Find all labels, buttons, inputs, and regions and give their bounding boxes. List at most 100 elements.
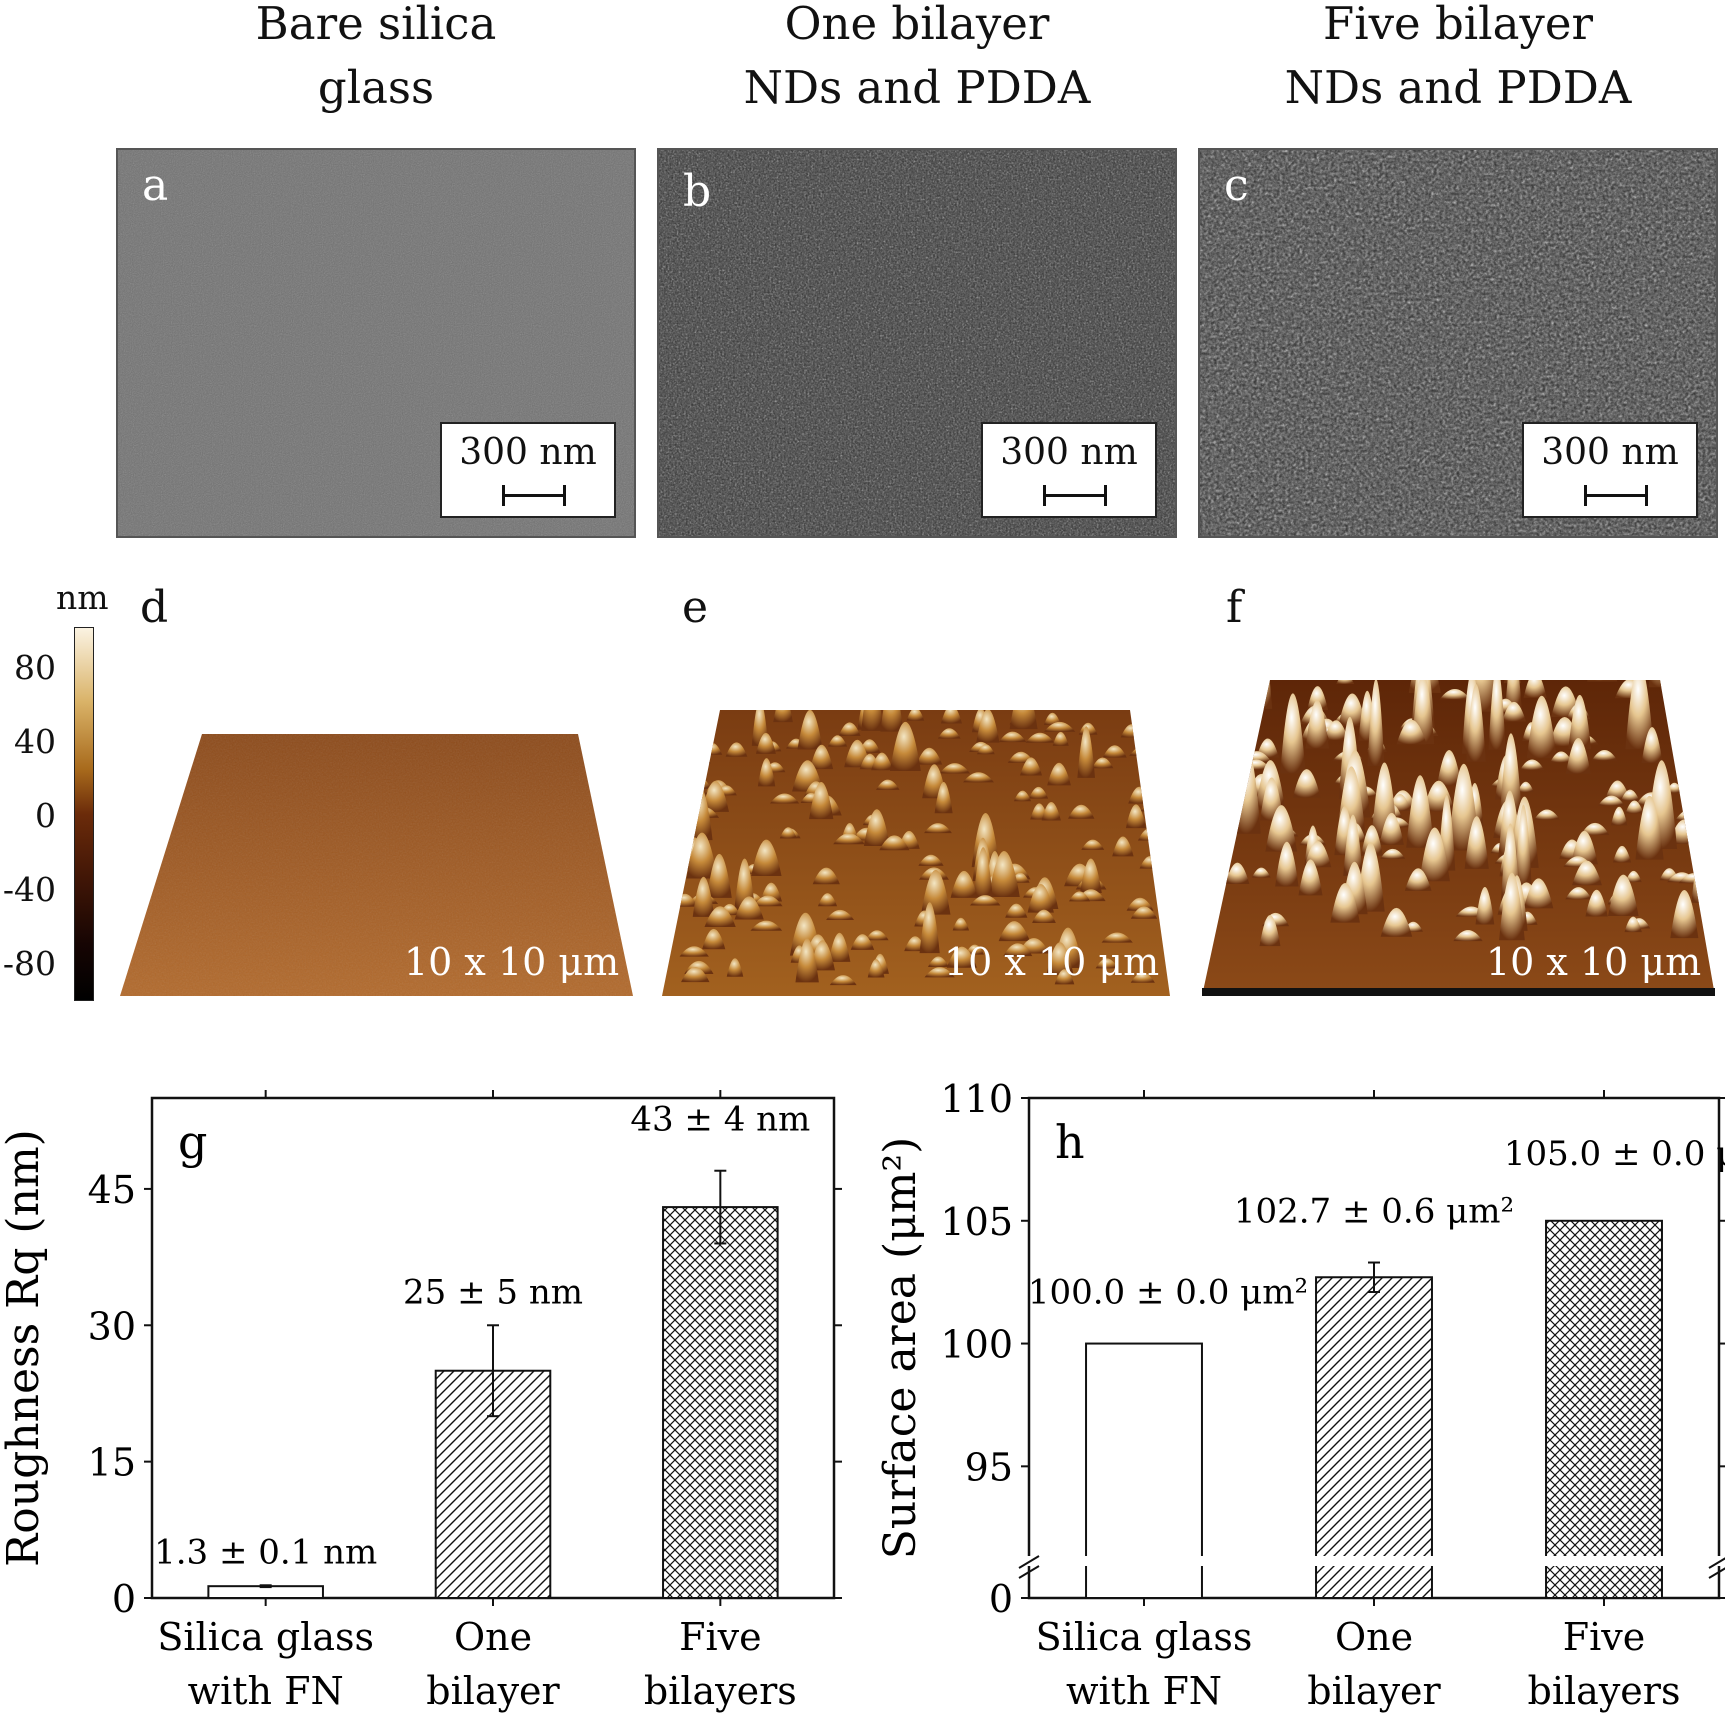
afm-peak (880, 710, 904, 732)
chart-roughness: 0 15 30 45 1.3 ± 0.1 nm Silica glass with FN 25… (0, 1090, 842, 1713)
afm-peak (1499, 872, 1525, 941)
afm-peak (833, 833, 865, 845)
scale-bar-b: 300 nm (981, 422, 1157, 518)
afm-peak (861, 710, 884, 731)
x-tick-label: Silica glass (1036, 1615, 1253, 1659)
afm-peak (1077, 726, 1096, 778)
afm-peak (686, 832, 718, 879)
afm-peak (1028, 786, 1049, 799)
afm-peak (1612, 845, 1632, 863)
bar (1315, 1276, 1433, 1599)
y-tick-label: 15 (88, 1441, 136, 1485)
afm-peak (1406, 775, 1435, 848)
scale-bar-line (1584, 485, 1648, 506)
afm-peak (1005, 903, 1028, 918)
afm-peak (916, 747, 943, 765)
afm-peak (1565, 887, 1592, 900)
afm-peak (809, 940, 835, 971)
afm-peak (1091, 757, 1114, 769)
afm-peak (1215, 823, 1232, 845)
bar (1545, 1219, 1663, 1599)
y-tick-label: 110 (940, 1077, 1013, 1121)
afm-peak (969, 895, 1001, 906)
afm-peak (1068, 804, 1095, 819)
afm-peak (863, 809, 890, 846)
sem-image-a: a 300 nm (116, 148, 636, 538)
afm-peak (817, 893, 838, 907)
afm-peak (725, 742, 748, 757)
afm-peak (1488, 680, 1506, 750)
y-tick-label: 30 (88, 1304, 136, 1348)
afm-peak (1343, 814, 1363, 876)
afm-peak (1079, 858, 1102, 894)
afm-peak (1475, 887, 1495, 925)
afm-peak (826, 909, 855, 921)
data-label: 43 ± 4 nm (630, 1100, 810, 1140)
afm-peak (682, 733, 713, 745)
panel-letter-d: d (140, 582, 169, 633)
afm-peak (812, 867, 840, 885)
afm-peak (1641, 727, 1663, 764)
afm-peak (950, 870, 978, 898)
afm-peak (1361, 825, 1383, 856)
afm-peak (1523, 680, 1547, 698)
colorbar-tick: 40 (14, 722, 56, 761)
afm-peak (1225, 681, 1257, 692)
afm-peak (1502, 701, 1527, 722)
afm-peak (1526, 695, 1557, 759)
x-tick-label: One (454, 1615, 532, 1659)
afm-peak (810, 744, 834, 770)
afm-peak (1081, 839, 1105, 850)
afm-peak (998, 731, 1027, 743)
y-tick-label: 0 (112, 1577, 136, 1621)
afm-peak (1380, 907, 1413, 937)
afm-peak (1041, 802, 1061, 821)
afm-peak (871, 752, 893, 771)
afm-peak (937, 728, 961, 739)
afm-peak (1043, 721, 1076, 732)
afm-peak (779, 827, 797, 839)
afm-peak (867, 959, 885, 978)
afm-peak (1625, 870, 1642, 883)
axis-break-mark (1708, 1567, 1725, 1579)
column-title-bare-silica: Bare silica glass (116, 0, 636, 120)
afm-peak (1670, 890, 1699, 939)
y-tick-label: 95 (965, 1445, 1013, 1489)
panel-letter-b: b (683, 166, 712, 217)
afm-peak (706, 853, 732, 898)
afm-peak (675, 721, 701, 741)
panel-letter-c: c (1224, 160, 1249, 211)
afm-peak (934, 781, 953, 814)
afm-peak (1453, 930, 1483, 942)
afm-peak (1473, 680, 1491, 684)
afm-peak (1587, 680, 1618, 682)
afm-peak (1102, 745, 1127, 758)
afm-peak (1307, 686, 1329, 711)
afm-peak (1605, 780, 1630, 799)
afm-peak (1570, 830, 1598, 865)
afm-scale-d: 10 x 10 μm (404, 940, 620, 984)
afm-peak (976, 744, 995, 755)
colorbar (74, 627, 94, 1001)
afm-peak (1323, 720, 1349, 741)
afm-peak (988, 850, 1020, 898)
afm-peak (1275, 841, 1299, 887)
afm-peak (1259, 915, 1281, 947)
afm-peak (1550, 751, 1573, 763)
colorbar-tick: 0 (35, 796, 56, 835)
afm-peak (1251, 867, 1271, 878)
afm-peak (1112, 836, 1134, 857)
x-tick-label: One (1335, 1615, 1413, 1659)
afm-peak (838, 722, 861, 736)
x-tick-label: Silica glass (157, 1615, 374, 1659)
afm-peak (829, 975, 857, 986)
panel-letter-e: e (682, 582, 709, 633)
afm-peak (1404, 868, 1432, 891)
afm-peak (750, 920, 783, 931)
afm-peak (1505, 680, 1522, 709)
afm-peaks (1213, 680, 1710, 947)
afm-peak (1437, 749, 1462, 786)
afm-peak (757, 758, 776, 787)
afm-peak (1517, 781, 1534, 793)
scale-bar-label: 300 nm (1000, 432, 1138, 473)
